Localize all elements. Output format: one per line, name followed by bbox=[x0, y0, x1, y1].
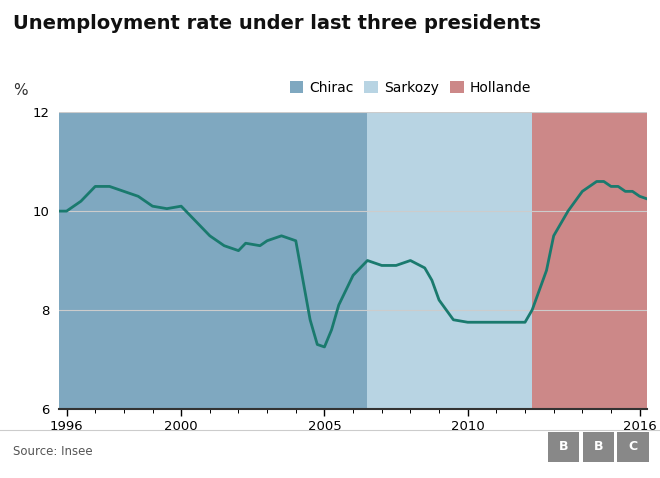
Text: C: C bbox=[628, 440, 638, 453]
Bar bbox=[617, 432, 649, 462]
Bar bbox=[368, 112, 532, 409]
Text: B: B bbox=[593, 440, 603, 453]
Text: Source: Insee: Source: Insee bbox=[13, 445, 93, 458]
Bar bbox=[583, 432, 614, 462]
Bar bbox=[59, 112, 368, 409]
Text: %: % bbox=[13, 83, 28, 98]
Text: Unemployment rate under last three presidents: Unemployment rate under last three presi… bbox=[13, 14, 541, 33]
Bar bbox=[532, 112, 647, 409]
Text: B: B bbox=[559, 440, 568, 453]
Legend: Chirac, Sarkozy, Hollande: Chirac, Sarkozy, Hollande bbox=[290, 81, 531, 95]
Bar bbox=[548, 432, 579, 462]
